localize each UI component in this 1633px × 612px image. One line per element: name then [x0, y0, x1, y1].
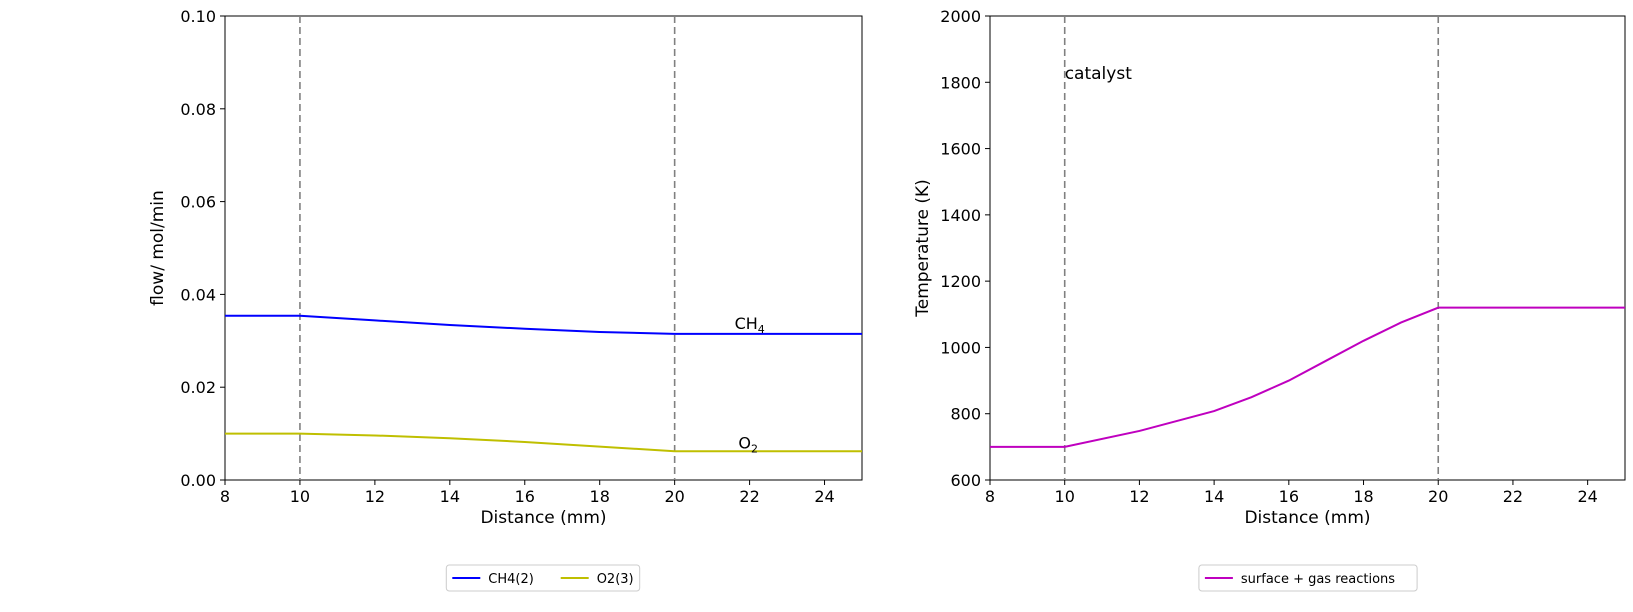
x-tick-label: 16: [1279, 487, 1299, 506]
y-tick-label: 1000: [940, 338, 981, 357]
y-tick-label: 1800: [940, 73, 981, 92]
x-tick-label: 14: [1204, 487, 1224, 506]
x-tick-label: 20: [664, 487, 684, 506]
y-axis-label: Temperature (K): [913, 179, 933, 318]
series-label: CH4: [735, 314, 765, 336]
x-tick-label: 14: [440, 487, 460, 506]
x-tick-label: 22: [1503, 487, 1523, 506]
y-tick-label: 2000: [940, 7, 981, 26]
legend-label: O2(3): [597, 572, 634, 587]
legend-box: [1198, 564, 1418, 592]
y-tick-label: 0.06: [180, 193, 216, 212]
series-line: [225, 432, 862, 453]
y-tick-label: 1400: [940, 206, 981, 225]
series-line: [990, 306, 1625, 448]
plot-area: [989, 15, 1626, 481]
plot-area: [224, 15, 863, 481]
x-tick-label: 20: [1428, 487, 1448, 506]
x-tick-label: 12: [365, 487, 385, 506]
y-tick-label: 1200: [940, 272, 981, 291]
y-tick-label: 0.04: [180, 285, 216, 304]
legend-label: CH4(2): [488, 572, 534, 587]
x-tick-label: 12: [1129, 487, 1149, 506]
temperature-chart: 8 10 12 14 16 18 20 22 24 600 800 1000 1200 1400 1600 1…: [913, 7, 1626, 592]
y-tick-label: 1600: [940, 140, 981, 159]
catalyst-annotation: catalyst: [1065, 64, 1132, 84]
legend: surface + gas reactions: [1198, 564, 1418, 592]
x-tick-label: 24: [814, 487, 834, 506]
y-tick-label: 600: [950, 471, 981, 490]
x-tick-label: 18: [590, 487, 610, 506]
x-tick-label: 8: [985, 487, 995, 506]
x-tick-label: 10: [1055, 487, 1075, 506]
legend-label: surface + gas reactions: [1241, 572, 1395, 587]
x-axis-label: Distance (mm): [1244, 508, 1370, 528]
y-tick-label: 0.10: [180, 7, 216, 26]
x-axis-label: Distance (mm): [480, 508, 606, 528]
series-label: O2: [738, 433, 758, 455]
legend-box: [445, 564, 641, 592]
legend: CH4(2) O2(3): [445, 564, 641, 592]
x-tick-label: 22: [739, 487, 759, 506]
flow-chart: 8 10 12 14 16 18 20 22 24 0.00 0.02 0.04 0.06 0.08 0.1…: [148, 7, 863, 592]
y-axis-label: flow/ mol/min: [148, 190, 168, 306]
y-tick-label: 0.02: [180, 378, 216, 397]
y-tick-label: 0.08: [180, 100, 216, 119]
series-line: [225, 314, 862, 335]
y-tick-label: 800: [950, 405, 981, 424]
y-tick-label: 0.00: [180, 471, 216, 490]
x-tick-label: 18: [1353, 487, 1373, 506]
x-tick-label: 24: [1577, 487, 1597, 506]
x-tick-label: 16: [515, 487, 535, 506]
x-tick-label: 8: [220, 487, 230, 506]
x-tick-label: 10: [290, 487, 310, 506]
